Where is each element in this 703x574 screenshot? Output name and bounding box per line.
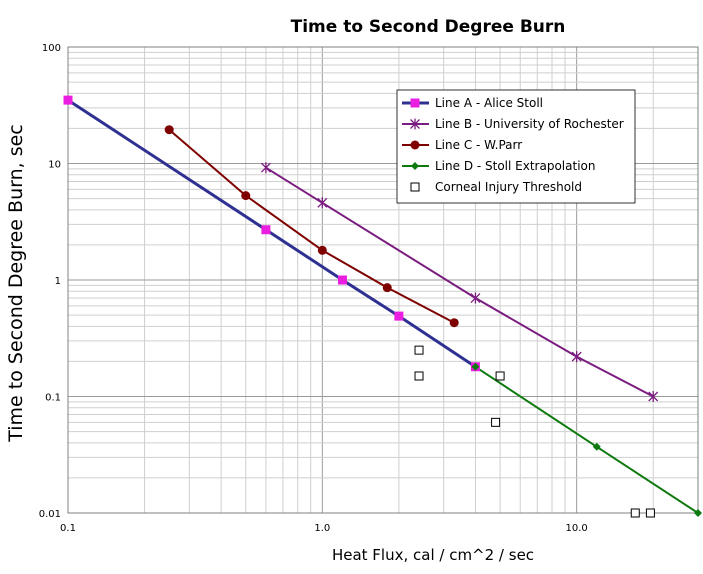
data-point [471, 362, 480, 371]
x-axis-label: Heat Flux, cal / cm^2 / sec [332, 546, 534, 564]
data-point [645, 508, 655, 518]
data-point [317, 245, 327, 255]
legend-label: Line A - Alice Stoll [435, 96, 543, 110]
data-point [414, 371, 424, 381]
data-point [394, 311, 404, 321]
data-point [648, 391, 659, 402]
y-tick-label: 0.1 [45, 393, 61, 404]
legend-box [396, 89, 636, 204]
x-tick-labels: 0.1 1.0 10.0 [60, 523, 588, 534]
y-tick-label: 100 [42, 43, 61, 54]
data-point [414, 345, 424, 355]
data-point [241, 191, 251, 201]
data-point [260, 162, 271, 174]
data-point [449, 318, 459, 328]
data-point [410, 118, 420, 130]
y-tick-label: 1 [55, 276, 61, 287]
y-tick-label: 0.01 [39, 509, 61, 520]
legend: Line A - Alice Stoll Line B - University … [396, 89, 636, 204]
data-point [630, 508, 640, 518]
data-point [410, 182, 420, 192]
chart-title: Time to Second Degree Burn [291, 17, 566, 37]
legend-label: Line D - Stoll Extrapolation [435, 159, 595, 173]
y-tick-label: 10 [48, 160, 61, 171]
series-line [474, 365, 699, 514]
series-markers [63, 95, 702, 518]
data-point [571, 351, 582, 363]
x-tick-label: 1.0 [314, 523, 330, 534]
data-point [470, 292, 481, 304]
legend-label: Line C - W.Parr [435, 138, 522, 152]
x-tick-label: 0.1 [60, 523, 76, 534]
x-tick-label: 10.0 [566, 523, 588, 534]
data-point [410, 98, 420, 108]
data-point [411, 162, 419, 170]
data-point [164, 125, 174, 135]
data-point [491, 417, 501, 427]
plot-area-border [67, 46, 699, 514]
y-tick-labels: 100 10 1 0.1 0.01 [39, 43, 61, 520]
data-point [317, 197, 328, 209]
legend-label: Line B - University of Rochester [435, 117, 624, 131]
y-axis-label: Time to Second Degree Burn, sec [5, 124, 27, 443]
data-point [337, 275, 347, 285]
data-point [495, 371, 505, 381]
data-point [410, 140, 420, 150]
data-point [694, 509, 702, 517]
data-point [261, 225, 271, 235]
data-point [382, 283, 392, 293]
data-point [63, 95, 73, 105]
legend-label: Corneal Injury Threshold [435, 180, 582, 194]
data-point [592, 442, 601, 451]
